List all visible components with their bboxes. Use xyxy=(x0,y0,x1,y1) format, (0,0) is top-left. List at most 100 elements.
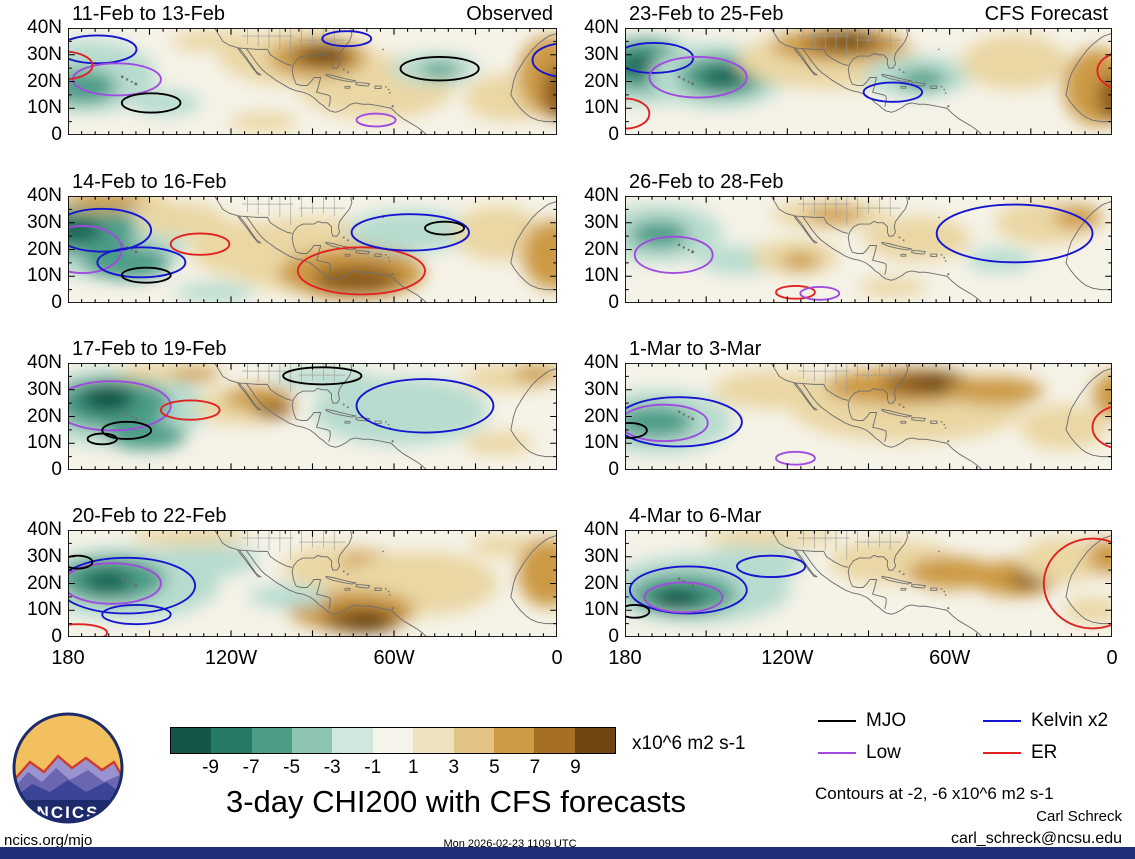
map-panel xyxy=(68,530,557,637)
map-panel xyxy=(68,28,557,135)
y-axis-tick-label: 20N xyxy=(584,405,619,427)
colorbar-segment xyxy=(372,728,414,753)
y-axis-tick-label: 0 xyxy=(51,124,62,145)
x-axis-tick-label: 120W xyxy=(204,647,258,669)
y-axis-tick-label: 40N xyxy=(27,17,62,38)
credit-email: carl_schreck@ncsu.edu xyxy=(951,830,1122,847)
x-axis-tick-label: 60W xyxy=(373,647,415,669)
legend-item-low: Low xyxy=(818,742,901,764)
y-axis-tick-label: 10N xyxy=(27,97,62,119)
contour-note: Contours at -2, -6 x10^6 m2 s-1 xyxy=(815,784,1054,803)
y-axis-tick-label: 20N xyxy=(584,70,619,92)
legend-item-er: ER xyxy=(983,742,1057,764)
colorbar-segment xyxy=(332,728,373,753)
colorbar-segment xyxy=(211,728,252,753)
figure-title: 3-day CHI200 with CFS forecasts xyxy=(225,784,686,819)
y-axis-tick-label: 0 xyxy=(51,292,62,313)
y-axis-tick-label: 40N xyxy=(584,185,619,206)
colorbar-tick: 1 xyxy=(407,757,419,778)
panel-header: 26-Feb to 28-Feb xyxy=(629,170,1108,194)
y-axis-tick-label: 30N xyxy=(584,545,619,567)
y-axis-tick-label: 20N xyxy=(27,405,62,427)
x-axis-tick-label: 180 xyxy=(608,647,642,669)
y-axis-tick-label: 0 xyxy=(51,459,62,480)
y-axis-tick-label: 20N xyxy=(27,572,62,594)
y-axis-tick-label: 20N xyxy=(27,70,62,92)
column-badge: Observed xyxy=(466,3,553,25)
panel-date-label: 4-Mar to 6-Mar xyxy=(629,505,762,527)
y-axis-tick-label: 30N xyxy=(584,211,619,233)
y-axis-tick-label: 30N xyxy=(584,43,619,65)
colorbar-tick: 7 xyxy=(529,757,541,778)
x-axis-tick-label: 0 xyxy=(551,647,563,669)
y-axis-tick-label: 30N xyxy=(27,378,62,400)
y-axis-tick-label: 10N xyxy=(584,599,619,621)
credit-name: Carl Schreck xyxy=(1036,808,1122,825)
logo-text: NCICS xyxy=(37,803,100,822)
colorbar-tick: -7 xyxy=(242,757,260,778)
column-badge: CFS Forecast xyxy=(984,3,1108,25)
y-axis-tick-label: 40N xyxy=(584,352,619,373)
y-axis-tick-label: 20N xyxy=(584,238,619,260)
colorbar-segment xyxy=(574,728,615,753)
y-axis-tick-label: 0 xyxy=(608,459,619,480)
y-axis-tick-label: 20N xyxy=(27,238,62,260)
colorbar-tick: -1 xyxy=(364,757,382,778)
y-axis-tick-label: 0 xyxy=(608,124,619,145)
panel-date-label: 11-Feb to 13-Feb xyxy=(72,3,226,25)
map-panel xyxy=(68,196,557,303)
x-axis-tick-label: 0 xyxy=(1106,647,1118,669)
y-axis-tick-label: 20N xyxy=(584,572,619,594)
y-axis-tick-label: 10N xyxy=(584,265,619,287)
y-axis-tick-label: 0 xyxy=(608,626,619,647)
y-axis-tick-label: 10N xyxy=(584,97,619,119)
map-panel xyxy=(68,363,557,470)
colorbar-units-label: x10^6 m2 s-1 xyxy=(632,733,746,754)
panel-date-label: 23-Feb to 25-Feb xyxy=(629,3,784,25)
y-axis-tick-label: 30N xyxy=(27,211,62,233)
y-axis-tick-label: 40N xyxy=(27,519,62,540)
map-panel xyxy=(625,530,1112,637)
colorbar-segment xyxy=(413,728,454,753)
colorbar-tick: -5 xyxy=(283,757,301,778)
logo-ridge-line xyxy=(14,754,122,781)
y-axis-tick-label: 0 xyxy=(51,626,62,647)
legend-label: MJO xyxy=(866,710,907,731)
panel-header: 23-Feb to 25-Feb CFS Forecast xyxy=(629,2,1108,26)
panel-date-label: 20-Feb to 22-Feb xyxy=(72,505,227,527)
y-axis-tick-label: 10N xyxy=(584,432,619,454)
panel-date-label: 26-Feb to 28-Feb xyxy=(629,171,784,193)
legend-label: ER xyxy=(1031,742,1058,763)
site-link[interactable]: ncics.org/mjo xyxy=(4,832,93,849)
y-axis-tick-label: 40N xyxy=(27,352,62,373)
panel-header: 14-Feb to 16-Feb xyxy=(72,170,553,194)
colorbar-segment xyxy=(534,728,575,753)
colorbar-segment xyxy=(251,728,293,753)
panel-header: 4-Mar to 6-Mar xyxy=(629,504,1108,528)
panel-header: 1-Mar to 3-Mar xyxy=(629,337,1108,361)
colorbar-tick: 9 xyxy=(570,757,581,778)
panel-header: 17-Feb to 19-Feb xyxy=(72,337,553,361)
legend-line-sample xyxy=(983,752,1021,754)
y-axis-tick-label: 30N xyxy=(27,43,62,65)
legend-line-sample xyxy=(818,720,856,722)
x-axis-tick-label: 120W xyxy=(761,647,814,669)
colorbar-tick: 3 xyxy=(448,757,460,778)
colorbar-segment xyxy=(453,728,494,753)
y-axis-tick-label: 30N xyxy=(27,545,62,567)
map-panel xyxy=(625,363,1112,470)
legend-label: Low xyxy=(866,742,901,763)
x-axis-tick-labels: 180 120W 60W 0 xyxy=(608,647,1117,675)
panel-date-label: 14-Feb to 16-Feb xyxy=(72,171,227,193)
panel-date-label: 17-Feb to 19-Feb xyxy=(72,338,227,360)
colorbar-segment xyxy=(171,728,212,753)
colorbar xyxy=(170,727,616,754)
map-panel xyxy=(625,196,1112,303)
legend-label: Kelvin x2 xyxy=(1031,710,1109,731)
y-axis-tick-label: 40N xyxy=(584,519,619,540)
y-axis-tick-label: 10N xyxy=(27,432,62,454)
x-axis-tick-label: 180 xyxy=(51,647,85,669)
colorbar-segment xyxy=(493,728,535,753)
logo-ring xyxy=(12,712,124,824)
